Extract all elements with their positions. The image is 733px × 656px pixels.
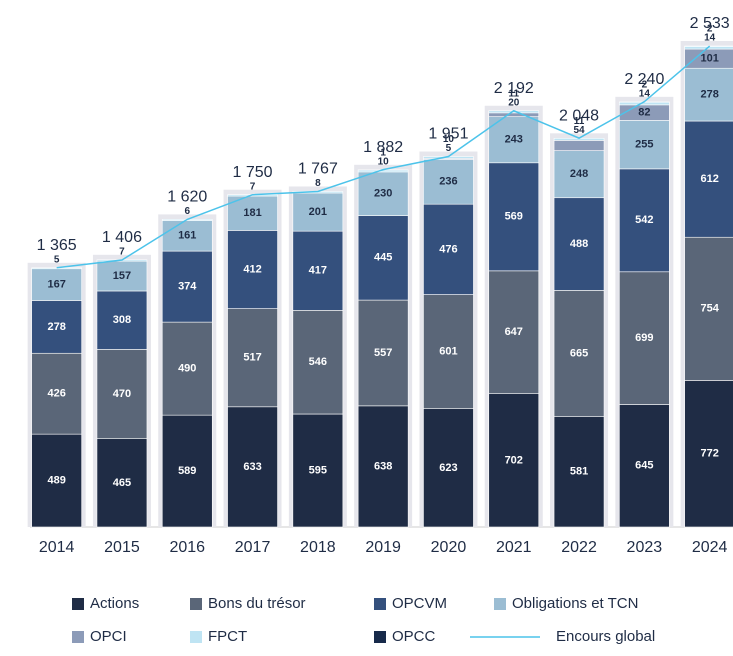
legend-marker (494, 598, 506, 610)
segment-label: 601 (439, 346, 457, 358)
segment-label: 595 (309, 464, 327, 476)
segment-label: 476 (439, 243, 457, 255)
line-label: 1 951 (428, 126, 468, 143)
segment-label: 278 (47, 321, 65, 333)
line-label: 2 192 (494, 80, 534, 97)
line-label: 1 365 (37, 237, 77, 254)
segment-label: 470 (113, 388, 131, 400)
legend-marker (190, 598, 202, 610)
x-tick-label: 2019 (365, 539, 401, 556)
line-label: 1 750 (233, 164, 273, 181)
legend-label: OPCI (90, 628, 127, 645)
segment-label: 488 (570, 238, 588, 250)
line-label: 2 240 (624, 71, 664, 88)
x-tick-label: 2024 (692, 539, 728, 556)
segment-label: 7 (250, 181, 256, 192)
segment-label: 417 (309, 265, 327, 277)
legend-label: Encours global (556, 628, 655, 645)
x-tick-label: 2017 (235, 539, 271, 556)
segment-label: 278 (700, 89, 718, 101)
segment-label: 638 (374, 460, 392, 472)
segment-label: 490 (178, 363, 196, 375)
segment-label: 569 (505, 211, 523, 223)
legend-marker (374, 631, 386, 643)
segment-label: 754 (700, 303, 719, 315)
x-tick-label: 2016 (169, 539, 205, 556)
line-label: 1 767 (298, 161, 338, 178)
segment-label: 702 (505, 454, 523, 466)
bar-segment (32, 268, 82, 269)
segment-label: 101 (700, 53, 718, 65)
x-tick-label: 2023 (627, 539, 663, 556)
line-label: 1 620 (167, 189, 207, 206)
segment-label: 412 (243, 263, 261, 275)
x-tick-label: 2015 (104, 539, 140, 556)
x-tick-label: 2014 (39, 539, 75, 556)
legend-marker (190, 631, 202, 643)
segment-label: 7 (119, 246, 125, 257)
line-label: 2 533 (690, 15, 730, 32)
segment-label: 623 (439, 462, 457, 474)
x-tick-label: 2018 (300, 539, 336, 556)
bar-segment (489, 113, 539, 117)
segment-label: 647 (505, 326, 523, 338)
segment-label: 8 (315, 178, 321, 189)
segment-label: 517 (243, 352, 261, 364)
segment-label: 201 (309, 206, 327, 218)
legend-marker (72, 631, 84, 643)
legend-label: Obligations et TCN (512, 595, 638, 612)
segment-label: 6 (184, 206, 190, 217)
bar-segment (554, 140, 604, 150)
legend-label: Bons du trésor (208, 595, 306, 612)
segment-label: 230 (374, 188, 392, 200)
segment-label: 665 (570, 347, 588, 359)
segment-label: 445 (374, 252, 392, 264)
segment-label: 489 (47, 474, 65, 486)
x-tick-label: 2020 (431, 539, 467, 556)
segment-label: 308 (113, 314, 131, 326)
line-label: 2 048 (559, 107, 599, 124)
legend-label: OPCC (392, 628, 436, 645)
legend-label: Actions (90, 595, 139, 612)
segment-label: 181 (243, 207, 261, 219)
segment-label: 157 (113, 270, 131, 282)
segment-label: 374 (178, 281, 197, 293)
segment-label: 5 (54, 254, 60, 265)
segment-label: 167 (47, 279, 65, 291)
x-tick-label: 2021 (496, 539, 532, 556)
segment-label: 542 (635, 214, 653, 226)
segment-label: 772 (700, 448, 718, 460)
segment-label: 645 (635, 460, 653, 472)
segment-label: 633 (243, 461, 261, 473)
segment-label: 82 (638, 107, 650, 119)
segment-label: 465 (113, 477, 131, 489)
segment-label: 589 (178, 465, 196, 477)
segment-label: 699 (635, 332, 653, 344)
segment-label: 236 (439, 176, 457, 188)
line-label: 1 406 (102, 229, 142, 246)
segment-label: 546 (309, 356, 327, 368)
bar-segment (619, 102, 669, 105)
segment-label: 248 (570, 168, 588, 180)
segment-label: 557 (374, 347, 392, 359)
legend-marker (374, 598, 386, 610)
legend-label: OPCVM (392, 595, 447, 612)
segment-label: 255 (635, 139, 653, 151)
line-label: 1 882 (363, 139, 403, 156)
segment-label: 581 (570, 466, 588, 478)
segment-label: 612 (700, 173, 718, 185)
segment-label: 243 (505, 134, 523, 146)
legend-label: FPCT (208, 628, 247, 645)
legend-marker (72, 598, 84, 610)
segment-label: 161 (178, 230, 196, 242)
x-tick-label: 2022 (561, 539, 597, 556)
segment-label: 426 (47, 388, 65, 400)
